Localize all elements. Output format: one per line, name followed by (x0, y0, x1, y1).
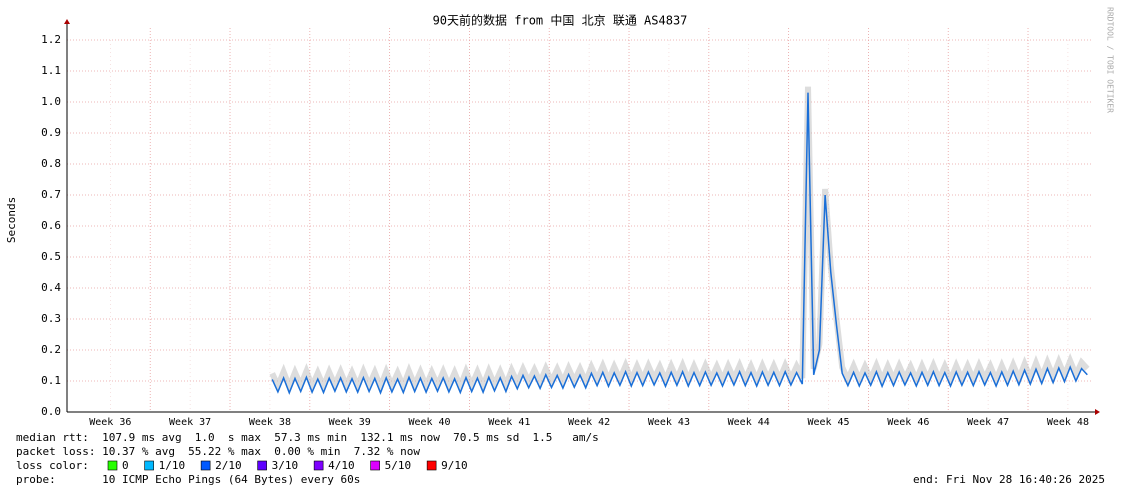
loss-label: 4/10 (328, 459, 355, 472)
loss-label: 5/10 (385, 459, 412, 472)
loss-swatch (257, 460, 267, 471)
x-tick-label: Week 43 (648, 417, 690, 428)
stats-line: median rtt: 107.9 ms avg 1.0 s max 57.3 … (16, 431, 599, 444)
y-tick-label: 0.3 (41, 312, 61, 325)
y-tick-label: 0.8 (41, 157, 61, 170)
x-tick-label: Week 38 (249, 417, 291, 428)
axis-arrow (64, 19, 70, 24)
loss-swatch (107, 460, 118, 471)
loss-swatch (426, 460, 437, 471)
loss-swatch (200, 460, 211, 471)
y-tick-label: 1.1 (41, 64, 61, 77)
y-tick-label: 0.9 (41, 126, 61, 139)
x-tick-label: Week 36 (89, 417, 131, 428)
x-tick-label: Week 45 (807, 417, 849, 428)
x-tick-label: Week 46 (887, 417, 929, 428)
watermark: RRDTOOL / TOBI OETIKER (1106, 7, 1115, 113)
loss-swatch (370, 460, 380, 471)
end-time: end: Fri Nov 28 16:40:26 2025 (913, 473, 1105, 486)
y-tick-label: 0.6 (41, 219, 61, 232)
x-tick-label: Week 39 (329, 417, 371, 428)
x-tick-label: Week 44 (728, 417, 770, 428)
x-tick-label: Week 42 (568, 417, 610, 428)
loss-label: 0 (122, 459, 129, 472)
x-tick-label: Week 37 (169, 417, 211, 428)
x-tick-label: Week 40 (408, 417, 450, 428)
loss-label: 3/10 (272, 459, 299, 472)
y-tick-label: 0.2 (41, 343, 61, 356)
y-tick-label: 0.1 (41, 374, 61, 387)
chart-title: 90天前的数据 from 中国 北京 联通 AS4837 (433, 13, 688, 28)
stats-line: packet loss: 10.37 % avg 55.22 % max 0.0… (16, 445, 420, 458)
y-tick-label: 0.7 (41, 188, 61, 201)
y-tick-label: 0.0 (41, 405, 61, 418)
loss-title: loss color: (16, 459, 89, 472)
axis-arrow (1095, 409, 1100, 415)
y-tick-label: 0.4 (41, 281, 61, 294)
smoke (269, 86, 1090, 396)
loss-swatch (144, 460, 154, 471)
median-line (271, 92, 1088, 395)
y-tick-label: 1.0 (41, 95, 61, 108)
y-tick-label: 1.2 (41, 33, 61, 46)
y-tick-label: 0.5 (41, 250, 61, 263)
x-tick-label: Week 47 (967, 417, 1009, 428)
loss-label: 9/10 (441, 459, 468, 472)
loss-swatch (313, 460, 324, 471)
loss-label: 1/10 (159, 459, 186, 472)
probe: probe: 10 ICMP Echo Pings (64 Bytes) eve… (16, 473, 360, 486)
y-axis-label: Seconds (5, 197, 18, 243)
x-tick-label: Week 41 (488, 417, 530, 428)
x-tick-label: Week 48 (1047, 417, 1089, 428)
loss-label: 2/10 (215, 459, 242, 472)
